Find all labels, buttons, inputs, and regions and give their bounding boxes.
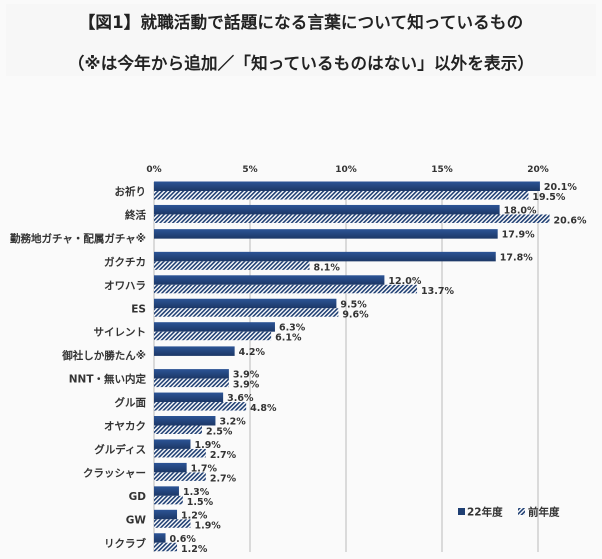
- value-label-22: 20.1%: [544, 182, 577, 193]
- value-label-22: 3.2%: [219, 417, 246, 428]
- chart-title: 【図1】就職活動で話題になる言葉について知っているもの: [78, 13, 524, 32]
- x-tick-label: 10%: [335, 165, 357, 175]
- bar-22-12: [154, 462, 187, 473]
- bar-prev-5: [154, 308, 339, 317]
- bar-prev-15: [154, 542, 178, 552]
- bar-prev-1: [154, 214, 550, 223]
- category-label: クラッシャー: [83, 467, 146, 479]
- bar-22-2: [154, 229, 498, 239]
- x-tick-label: 5%: [242, 165, 257, 175]
- category-label: GD: [129, 491, 147, 503]
- bar-22-8: [154, 369, 229, 379]
- bar-prev-12: [154, 472, 206, 481]
- bar-prev-0: [154, 191, 529, 200]
- bar-prev-8: [154, 378, 229, 388]
- category-label: GW: [126, 514, 147, 526]
- bar-prev-6: [154, 331, 272, 341]
- x-axis-ticks: 0% 5% 10% 15% 20%: [146, 165, 548, 175]
- value-label-prev: 20.6%: [554, 215, 587, 226]
- value-label-22: 1.7%: [191, 463, 218, 474]
- legend-swatch-current: [458, 508, 465, 515]
- category-label: サイレント: [94, 327, 147, 339]
- legend-label-previous: 前年度: [528, 506, 560, 519]
- category-label: オヤカク: [104, 421, 146, 433]
- category-label: オワハラ: [104, 280, 146, 292]
- bar-22-10: [154, 416, 216, 426]
- bar-22-1: [154, 204, 500, 215]
- value-label-prev: 2.5%: [206, 427, 233, 438]
- category-label: リクラブ: [104, 537, 146, 550]
- category-label: 勤務地ガチャ・配属ガチャ※: [10, 232, 146, 245]
- value-label-prev: 19.5%: [532, 192, 565, 203]
- bar-prev-13: [154, 495, 183, 505]
- bar-prev-4: [154, 284, 418, 294]
- bar-prev-10: [154, 425, 202, 434]
- bar-prev-14: [154, 519, 191, 528]
- value-label-22: 9.5%: [340, 299, 367, 310]
- value-label-prev: 1.9%: [194, 520, 221, 531]
- value-label-22: 17.9%: [502, 230, 535, 241]
- bar-prev-9: [154, 402, 247, 411]
- value-label-22: 1.2%: [181, 510, 208, 521]
- bars: [154, 181, 550, 552]
- legend-swatch-previous: [518, 508, 525, 515]
- value-label-prev: 4.8%: [250, 403, 277, 414]
- category-label: グル面: [115, 396, 147, 409]
- category-label: ES: [131, 303, 146, 315]
- bar-prev-3: [154, 261, 310, 270]
- value-label-22: 12.0%: [388, 276, 421, 287]
- bar-22-14: [154, 509, 178, 520]
- value-label-prev: 2.7%: [210, 473, 237, 484]
- category-label: グルディス: [94, 443, 146, 456]
- value-label-22: 18.0%: [504, 205, 537, 216]
- bar-22-5: [154, 298, 337, 309]
- category-label: ガクチカ: [104, 255, 146, 268]
- value-label-prev: 1.5%: [187, 497, 214, 508]
- value-label-22: 1.3%: [183, 487, 210, 498]
- x-tick-label: 20%: [527, 165, 549, 175]
- category-label: 終活: [125, 208, 146, 221]
- value-label-prev: 2.7%: [210, 450, 237, 461]
- bar-22-7: [154, 346, 235, 356]
- category-label: お祈り: [115, 185, 147, 198]
- bar-22-6: [154, 322, 275, 332]
- legend: 22年度 前年度: [458, 506, 560, 519]
- bar-prev-11: [154, 448, 206, 458]
- bar-22-9: [154, 392, 224, 403]
- value-label-22: 1.9%: [194, 440, 221, 451]
- bar-22-4: [154, 275, 385, 285]
- chart-subtitle: （※は今年から追加／「知っているものはない」以外を表示）: [67, 54, 535, 73]
- value-label-22: 6.3%: [279, 323, 306, 334]
- value-label-prev: 6.1%: [275, 333, 302, 344]
- value-label-22: 3.9%: [233, 370, 260, 381]
- title-background: [6, 4, 596, 76]
- value-label-22: 4.2%: [239, 347, 266, 358]
- value-label-22: 3.6%: [227, 393, 254, 404]
- value-label-22: 0.6%: [170, 534, 197, 545]
- value-label-22: 17.8%: [500, 252, 533, 263]
- bar-22-11: [154, 439, 191, 449]
- value-label-prev: 3.9%: [233, 380, 260, 391]
- bar-22-13: [154, 486, 179, 496]
- legend-label-current: 22年度: [467, 506, 503, 519]
- value-label-prev: 13.7%: [421, 286, 454, 297]
- x-tick-label: 0%: [146, 165, 161, 175]
- bar-22-0: [154, 181, 540, 191]
- value-label-prev: 9.6%: [342, 309, 369, 320]
- value-label-prev: 1.2%: [181, 544, 208, 555]
- bar-22-3: [154, 251, 496, 262]
- value-labels: 20.1%19.5%18.0%20.6%17.9%17.8%8.1%12.0%1…: [170, 182, 587, 555]
- category-label: NNT・無い内定: [69, 373, 147, 386]
- bar-22-15: [154, 533, 166, 543]
- x-tick-label: 15%: [431, 165, 453, 175]
- category-label: 御社しか勝たん※: [61, 349, 146, 362]
- value-label-prev: 8.1%: [314, 262, 341, 273]
